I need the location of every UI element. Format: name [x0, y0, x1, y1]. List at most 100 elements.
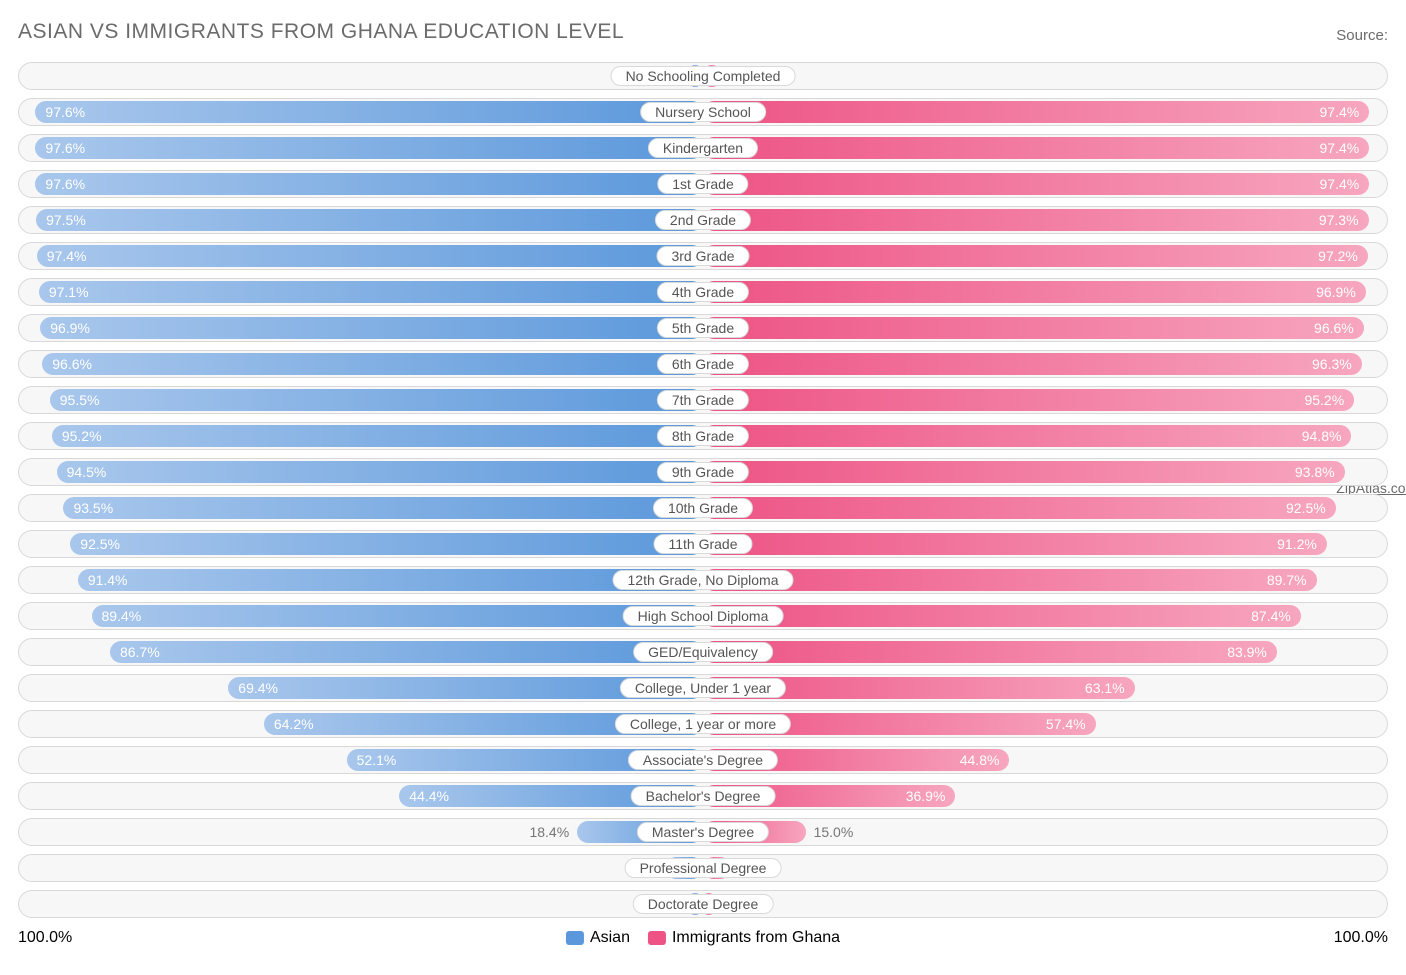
value-left: 97.6%: [35, 99, 95, 125]
chart-row: 92.5%91.2%11th Grade: [18, 530, 1388, 558]
chart-title: ASIAN VS IMMIGRANTS FROM GHANA EDUCATION…: [18, 20, 624, 44]
value-left: 64.2%: [264, 711, 324, 737]
bar-right: [703, 209, 1369, 231]
bar-left: [57, 461, 703, 483]
value-left: 18.4%: [521, 819, 577, 845]
value-left: 52.1%: [347, 747, 407, 773]
value-left: 97.1%: [39, 279, 99, 305]
value-left: 93.5%: [63, 495, 123, 521]
category-label: High School Diploma: [623, 606, 784, 626]
chart-row: 5.5%4.1%Professional Degree: [18, 854, 1388, 882]
value-left: 95.2%: [52, 423, 112, 449]
category-label: 3rd Grade: [656, 246, 749, 266]
category-label: 5th Grade: [657, 318, 749, 338]
chart-row: 89.4% 87.4% High School Diploma: [18, 602, 1388, 630]
value-right: 97.4%: [1310, 99, 1370, 125]
bar-left: [42, 353, 703, 375]
value-right: 89.7%: [1257, 567, 1317, 593]
bar-left: [70, 533, 703, 555]
bar-right: [703, 281, 1366, 303]
bar-left: [36, 209, 703, 231]
chart-row: 97.6%97.4%Nursery School: [18, 98, 1388, 126]
category-label: Doctorate Degree: [633, 894, 774, 914]
value-left: 44.4%: [399, 783, 459, 809]
bar-right: [703, 425, 1351, 447]
value-left: 97.6%: [35, 171, 95, 197]
bar-left: [52, 425, 703, 447]
bar-right: [703, 101, 1369, 123]
chart-row: 97.4% 97.2% 3rd Grade: [18, 242, 1388, 270]
value-left: 86.7%: [110, 639, 170, 665]
chart-header: ASIAN VS IMMIGRANTS FROM GHANA EDUCATION…: [18, 20, 1388, 44]
chart-row: 97.6% 97.4% 1st Grade: [18, 170, 1388, 198]
value-left: 97.5%: [36, 207, 96, 233]
category-label: 1st Grade: [657, 174, 748, 194]
value-right: 97.2%: [1308, 243, 1368, 269]
value-right: 97.4%: [1310, 135, 1370, 161]
bar-right: [703, 461, 1345, 483]
chart-row: 86.7%83.9%GED/Equivalency: [18, 638, 1388, 666]
value-right: 87.4%: [1241, 603, 1301, 629]
category-label: 11th Grade: [653, 534, 752, 554]
bar-right: [703, 353, 1362, 375]
chart-row: 93.5% 92.5% 10th Grade: [18, 494, 1388, 522]
value-right: 44.8%: [950, 747, 1010, 773]
chart-row: 2.4%1.8%Doctorate Degree: [18, 890, 1388, 918]
value-right: 97.3%: [1309, 207, 1369, 233]
category-label: 9th Grade: [657, 462, 749, 482]
value-right: 92.5%: [1276, 495, 1336, 521]
chart-row: 97.6% 97.4% Kindergarten: [18, 134, 1388, 162]
bar-right: [703, 497, 1336, 519]
chart-row: 44.4%36.9%Bachelor's Degree: [18, 782, 1388, 810]
category-label: 2nd Grade: [655, 210, 751, 230]
category-label: Kindergarten: [648, 138, 758, 158]
bar-right: [703, 389, 1354, 411]
value-left: 97.4%: [37, 243, 97, 269]
chart-row: 69.4%63.1%College, Under 1 year: [18, 674, 1388, 702]
chart-row: 97.5% 97.3% 2nd Grade: [18, 206, 1388, 234]
legend-label-right: Immigrants from Ghana: [672, 929, 840, 947]
legend-swatch-right: [648, 931, 666, 945]
bar-left: [92, 605, 703, 627]
value-left: 96.6%: [42, 351, 102, 377]
bar-left: [35, 173, 703, 195]
value-left: 97.6%: [35, 135, 95, 161]
bar-right: [703, 605, 1301, 627]
value-left: 94.5%: [57, 459, 117, 485]
category-label: College, Under 1 year: [620, 678, 786, 698]
bar-left: [50, 389, 703, 411]
value-right: 94.8%: [1292, 423, 1352, 449]
value-right: 15.0%: [806, 819, 862, 845]
value-left: 89.4%: [92, 603, 152, 629]
value-right: 91.2%: [1267, 531, 1327, 557]
bar-right: [703, 533, 1327, 555]
chart-footer: 100.0% Asian Immigrants from Ghana 100.0…: [18, 926, 1388, 950]
value-left: 95.5%: [50, 387, 110, 413]
axis-max-left: 100.0%: [18, 929, 72, 947]
value-left: 96.9%: [40, 315, 100, 341]
bar-right: [703, 569, 1317, 591]
chart-row: 95.5%95.2%7th Grade: [18, 386, 1388, 414]
axis-max-right: 100.0%: [1334, 929, 1388, 947]
value-right: 95.2%: [1294, 387, 1354, 413]
bar-left: [35, 137, 703, 159]
category-label: 6th Grade: [657, 354, 749, 374]
chart-row: 94.5% 93.8% 9th Grade: [18, 458, 1388, 486]
category-label: 10th Grade: [653, 498, 753, 518]
bar-right: [703, 641, 1277, 663]
bar-right: [703, 245, 1368, 267]
value-right: 36.9%: [896, 783, 956, 809]
bar-right: [703, 137, 1369, 159]
value-right: 97.4%: [1310, 171, 1370, 197]
value-right: 93.8%: [1285, 459, 1345, 485]
value-right: 57.4%: [1036, 711, 1096, 737]
value-right: 63.1%: [1075, 675, 1135, 701]
chart-row: 95.2% 94.8% 8th Grade: [18, 422, 1388, 450]
value-right: 96.3%: [1302, 351, 1362, 377]
category-label: 8th Grade: [657, 426, 749, 446]
category-label: College, 1 year or more: [615, 714, 791, 734]
bar-left: [110, 641, 703, 663]
chart-row: 97.1%96.9%4th Grade: [18, 278, 1388, 306]
bar-left: [63, 497, 703, 519]
bar-right: [703, 173, 1369, 195]
